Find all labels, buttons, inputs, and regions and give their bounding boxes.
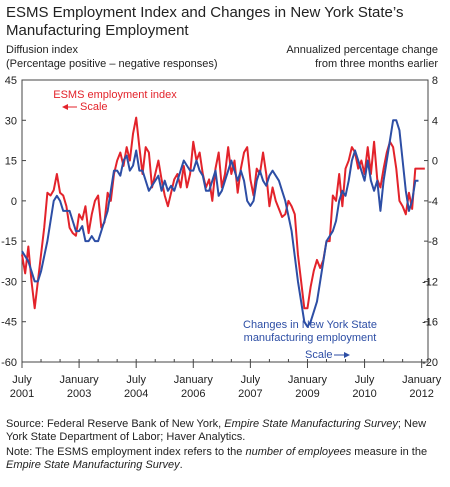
series-label-box: Changes in New York State manufacturing …	[243, 319, 377, 344]
x-tick-label-line: July	[355, 374, 375, 386]
x-tick-label-line: 2004	[124, 388, 148, 400]
y-tick-label: 15	[5, 156, 17, 168]
x-tick-label-line: 2009	[295, 388, 319, 400]
y-tick-label: -45	[1, 317, 17, 329]
y2-tick-label: 0	[432, 156, 438, 168]
y-tick-label: -60	[1, 357, 17, 369]
arrow-head	[62, 104, 68, 110]
x-tick-label-line: 2001	[10, 388, 34, 400]
y-tick-label: 45	[5, 75, 17, 87]
y-axis-title: (Percentage positive – negative response…	[6, 58, 218, 70]
series-line	[21, 119, 419, 328]
note-text: Source: Federal Reserve Bank of New York…	[6, 418, 225, 430]
y-tick-label: 30	[5, 115, 17, 127]
note-text: measure in the	[351, 446, 428, 458]
x-tick-label-line: 2012	[409, 388, 433, 400]
y2-tick-label: 8	[432, 75, 438, 87]
y-tick-label: 0	[11, 196, 17, 208]
x-tick-label-line: January	[288, 374, 328, 386]
plot-frame	[21, 79, 429, 363]
annotation: Scale	[80, 101, 108, 113]
y-tick-label: -15	[1, 236, 17, 248]
chart-title: ESMS Employment Index and Changes in New…	[6, 4, 404, 39]
note-text: Note: The ESMS employment index refers t…	[6, 446, 246, 458]
x-tick-label: July 2001	[10, 374, 34, 400]
y2-tick-label: -8	[428, 236, 438, 248]
note-text: Empire State Manufacturing Survey	[224, 418, 398, 430]
x-tick-label-line: July	[126, 374, 146, 386]
y-tick-label: -30	[1, 276, 17, 288]
y2-tick-label: -16	[422, 317, 438, 329]
y2-axis-title: from three months earlier	[315, 58, 438, 70]
note-text: number of employees	[245, 446, 352, 458]
arrow-head	[344, 352, 350, 358]
y-axis-title: Diffusion index	[6, 44, 78, 56]
x-tick-label: July 2004	[124, 374, 148, 400]
x-tick-label-line: July	[241, 374, 261, 386]
annotation: Scale	[305, 349, 333, 361]
x-tick-label-line: 2006	[181, 388, 205, 400]
y2-tick-label: 4	[432, 115, 438, 127]
x-tick-label: July 2010	[352, 374, 376, 400]
x-tick-label: January 2003	[60, 374, 100, 400]
x-tick-label-line: January	[402, 374, 442, 386]
x-tick-label: January 2006	[174, 374, 214, 400]
y2-tick-label: -20	[422, 357, 438, 369]
series-label: Changes in New York State manufacturing …	[243, 319, 377, 344]
note: Note: The ESMS employment index refers t…	[6, 446, 436, 472]
series-label: ESMS employment index	[53, 89, 177, 101]
note-text: ; New York State Department of Labor; Ha…	[6, 418, 427, 443]
source-note: Source: Federal Reserve Bank of New York…	[6, 418, 436, 444]
note-text: .	[179, 459, 183, 471]
note-text: Empire State Manufacturing Survey	[6, 459, 180, 471]
y2-axis-title: Annualized percentage change	[286, 44, 438, 56]
x-tick-label-line: July	[12, 374, 32, 386]
y2-tick-label: -4	[428, 196, 438, 208]
x-tick-label-line: January	[174, 374, 214, 386]
y2-tick-label: -12	[422, 276, 438, 288]
x-tick-label: January 2009	[288, 374, 328, 400]
x-tick-label-line: January	[60, 374, 100, 386]
x-tick-label: January 2012	[402, 374, 442, 400]
x-tick-label: July 2007	[238, 374, 262, 400]
x-tick-label-line: 2007	[238, 388, 262, 400]
x-tick-label-line: 2003	[67, 388, 91, 400]
series-line	[21, 116, 425, 310]
x-tick-label-line: 2010	[352, 388, 376, 400]
